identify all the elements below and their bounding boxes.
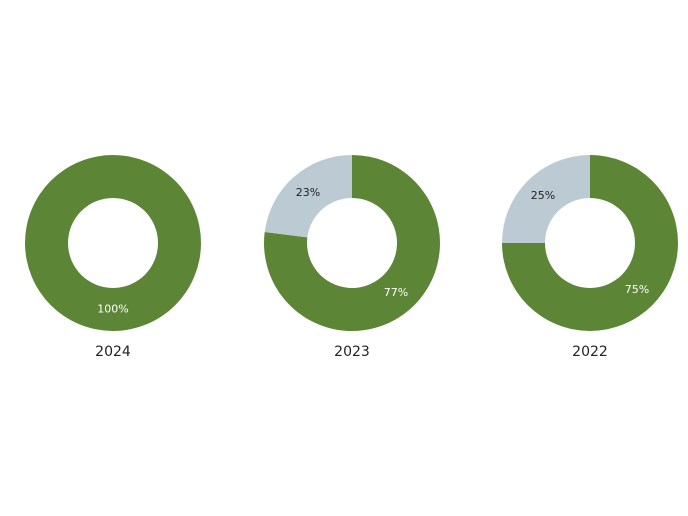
chart-title: 2022 [572,344,608,360]
data-label: 25% [531,189,555,202]
donut-segment [502,155,678,331]
donut-segment [264,155,440,331]
chart-title: 2023 [334,344,370,360]
data-label: 23% [296,186,320,199]
donut-segment [502,155,590,243]
data-label: 77% [384,286,408,299]
donut-segment [264,155,352,238]
data-label: 100% [97,303,128,316]
chart-title: 2024 [95,344,131,360]
data-label: 75% [625,283,649,296]
donut-segment [25,155,201,331]
